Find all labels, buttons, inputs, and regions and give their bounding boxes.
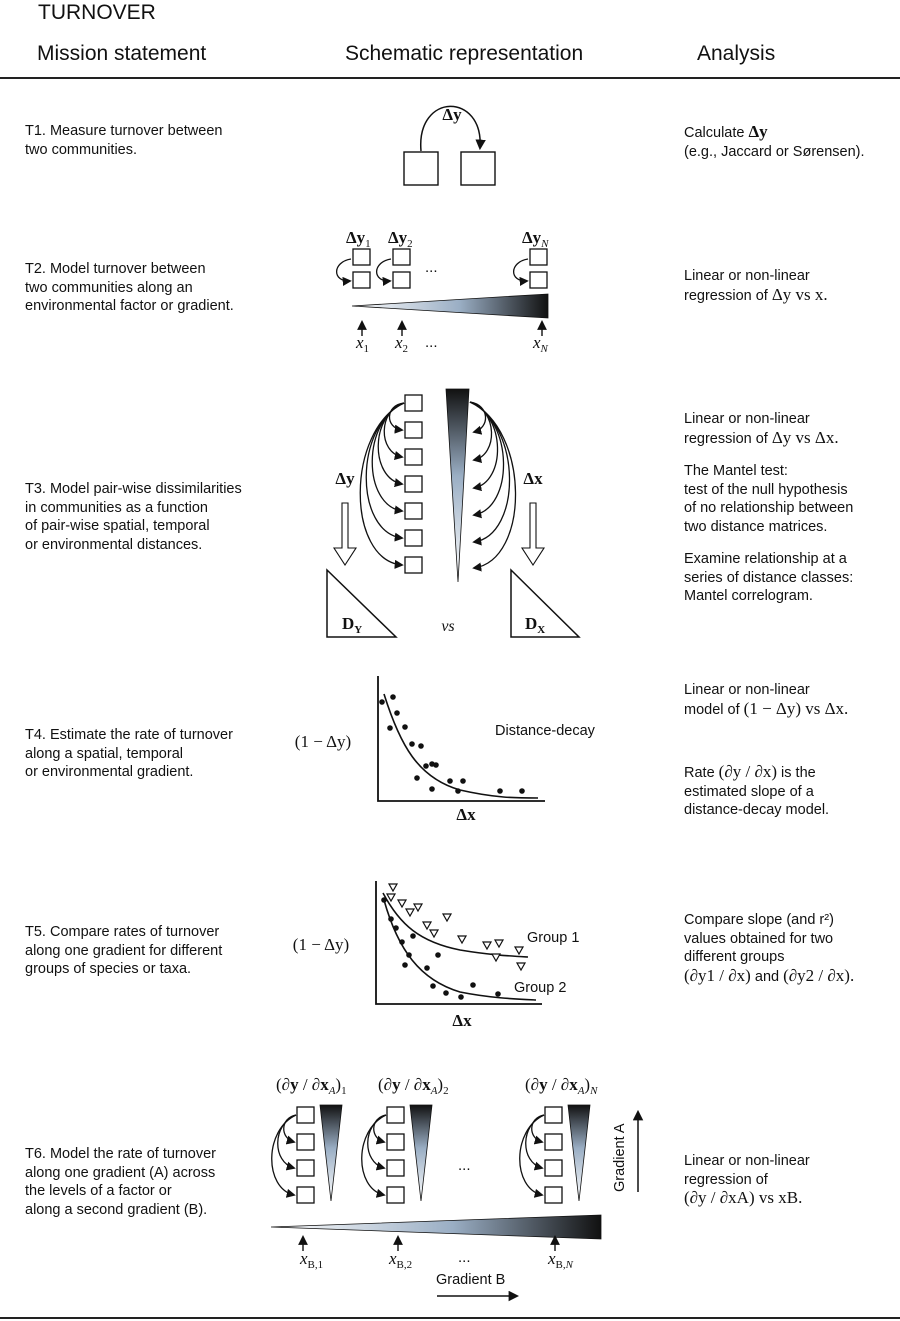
t5-xlabel: Δx <box>452 1011 472 1030</box>
col-header-schematic: Schematic representation <box>345 42 584 65</box>
t4-curve-label: Distance-decay <box>495 723 596 739</box>
footer-rule <box>0 1317 900 1319</box>
t6-xB2-label: xB,2 <box>388 1249 412 1271</box>
t6-top-label-N: (∂y / ∂xA)N <box>525 1075 598 1097</box>
t2-gradient-wedge <box>351 293 549 319</box>
t5-group2-points <box>381 897 501 1000</box>
t5-axes <box>375 881 542 1005</box>
community-box-2 <box>460 151 496 186</box>
mission-t2: T2. Model turnover between two communitie… <box>25 261 234 314</box>
t4-points <box>379 694 525 794</box>
decay-curve <box>383 693 539 799</box>
mission-t3: T3. Model pair-wise dissimilarities in co… <box>25 481 242 553</box>
community-box-1 <box>403 151 439 186</box>
t6-xBN-label: xB,N <box>547 1249 574 1271</box>
t3-right-label: Δx <box>523 469 543 488</box>
t2-ellipsis-bottom: ... <box>425 334 438 351</box>
t4-xlabel: Δx <box>456 805 476 824</box>
t5-group1-label: Group 1 <box>527 930 579 946</box>
t6-ellipsis-top: ... <box>458 1157 471 1174</box>
t1-delta-label: Δy <box>442 105 462 124</box>
t3-dy-matrix-label: DY <box>342 614 362 636</box>
t5-group1-points <box>385 883 527 972</box>
t3-left-matrix <box>326 568 398 638</box>
t3-right-matrix <box>510 568 581 638</box>
t2-dyN-label: ΔyN <box>522 228 549 250</box>
gradient-a-label: Gradient A <box>612 1123 628 1192</box>
header-rule <box>0 77 900 79</box>
mission-t4: T4. Estimate the rate of turnover along a… <box>25 727 233 780</box>
t6-ellipsis-bottom: ... <box>458 1249 471 1266</box>
t3-left-label: Δy <box>335 469 355 488</box>
t1-schematic: Δy <box>403 105 496 186</box>
turnover-arrow <box>420 105 486 152</box>
figure-title: TURNOVER <box>38 1 156 24</box>
group1-curve <box>382 892 529 958</box>
t2-dy1-label: Δy1 <box>346 228 371 250</box>
t6-top-label-1: (∂y / ∂xA)1 <box>276 1075 347 1097</box>
analysis-t5: Compare slope (and r²) values obtained f… <box>684 912 855 985</box>
analysis-t2: Linear or non-linear regression of Δy vs… <box>684 268 828 304</box>
t5-schematic: (1 − Δy) Δx Group 1 Group 2 <box>293 881 579 1030</box>
t2-ellipsis-top: ... <box>425 259 438 276</box>
t3-vs-label: vs <box>441 618 454 635</box>
t4-schematic: (1 − Δy) Δx Distance-decay <box>295 676 596 824</box>
mission-t1: T1. Measure turnover between two communit… <box>25 123 223 158</box>
group2-curve <box>383 899 537 1001</box>
col-header-mission: Mission statement <box>37 42 207 65</box>
t6-xB1-label: xB,1 <box>299 1249 323 1271</box>
t5-ylabel: (1 − Δy) <box>293 935 349 954</box>
t3-gradient-wedge <box>445 388 470 583</box>
analysis-t1: Calculate Δy (e.g., Jaccard or Sørensen)… <box>684 122 865 160</box>
mission-t6: T6. Model the rate of turnover along one … <box>25 1146 217 1218</box>
analysis-t6: Linear or non-linear regression of (∂y /… <box>684 1153 810 1207</box>
t3-right-arrow <box>520 502 546 567</box>
t6-schematic: (∂y / ∂xA)1 (∂y / ∂xA)2 (∂y / ∂xA)N <box>270 1075 644 1302</box>
t3-dx-matrix-label: DX <box>525 614 545 636</box>
t2-x1-label: x1 <box>355 333 369 355</box>
t2-schematic: Δy1 Δy2 ΔyN ... x1 x2 xN ... <box>335 228 549 355</box>
t5-group2-label: Group 2 <box>514 980 566 996</box>
mission-t5: T5. Compare rates of turnover along one g… <box>25 924 223 977</box>
t4-ylabel: (1 − Δy) <box>295 732 351 751</box>
t2-dy2-label: Δy2 <box>388 228 413 250</box>
t6-top-label-2: (∂y / ∂xA)2 <box>378 1075 449 1097</box>
analysis-t3: Linear or non-linear regression of Δy vs… <box>684 411 854 604</box>
analysis-t4: Linear or non-linear model of (1 − Δy) v… <box>684 682 849 818</box>
t3-left-arrow <box>332 502 358 567</box>
gradient-b-label: Gradient B <box>436 1272 505 1288</box>
t3-schematic: Δy Δx DY DX vs <box>326 388 581 638</box>
t6-gradient-wedge <box>270 1214 602 1240</box>
t2-xN-label: xN <box>532 333 549 355</box>
t4-axes <box>377 676 545 802</box>
col-header-analysis: Analysis <box>697 42 776 65</box>
t2-x2-label: x2 <box>394 333 408 355</box>
